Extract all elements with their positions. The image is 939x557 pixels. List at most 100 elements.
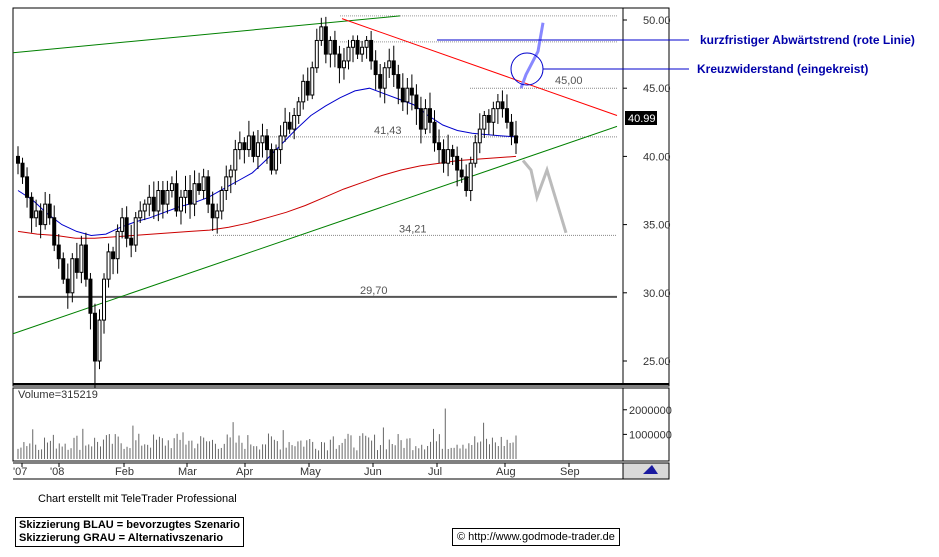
candle-body [242,142,247,151]
candle-body [224,176,229,192]
scenario-alternative [521,159,568,234]
candle-body [423,108,428,130]
volume-panel-frame [12,387,670,462]
candle-body [246,135,251,151]
candle-body [468,162,473,192]
candle-body [16,155,20,164]
candle-body [197,183,202,191]
candle-body [192,183,197,205]
candle-body [360,46,365,55]
legend-blue-scenario: Skizzierung BLAU = bevorzugtes Szenario [19,519,240,531]
candle-body [120,217,125,232]
candle-body [301,80,306,103]
candle-body [455,155,460,171]
candle-body [160,190,165,205]
candle-body [495,101,500,110]
candle-body [237,142,242,151]
corner-arrow-icon[interactable] [643,465,658,474]
price-tick-label: 40.00 [643,151,671,163]
cross-resistance-circle [510,52,544,86]
candle-body [215,210,220,219]
candle-body [61,258,66,280]
time-tick-label: Jun [364,466,382,478]
candle-body [305,80,310,96]
candle-body [88,278,93,314]
price-tick-label: 35.00 [643,220,671,232]
candle-body [174,183,179,212]
candle-body [183,190,188,198]
annotation-cross-resistance: Kreuzwiderstand (eingekreist) [697,62,868,76]
candle-body [65,278,70,294]
scenario-legend: Skizzierung BLAU = bevorzugtes Szenario … [15,517,244,547]
chart-credit: Chart erstellt mit TeleTrader Profession… [38,493,237,505]
candle-body [400,87,405,103]
candle-body [355,39,360,55]
candle-body [206,176,211,205]
candle-body [151,196,156,212]
annotation-downtrend: kurzfristiger Abwärtstrend (rote Linie) [700,33,915,47]
time-tick-label: Jul [428,466,442,478]
price-tick-label: 45.00 [643,83,671,95]
candle-body [210,203,215,219]
source-link[interactable]: © http://www.godmode-trader.de [452,528,620,546]
candle-body [418,108,423,130]
candle-body [260,135,265,144]
candle-body [188,190,193,205]
candle-body [450,149,455,157]
candle-body [427,108,432,123]
candle-body [52,217,57,246]
volume-axis-ticks: 2000000 1000000 [623,405,672,441]
horizontal-levels: 41,43 34,21 29,70 45,00 [18,15,617,298]
candle-body [251,135,256,157]
price-axis-ticks: 50.00 45.00 40.00 35.00 30.00 25.00 [623,15,671,368]
candle-body [124,217,129,239]
level-label: 41,43 [374,125,402,137]
volume-label: Volume=315219 [18,389,98,401]
candle-body [509,121,514,137]
time-tick-label: Aug [496,466,516,478]
time-tick-label: Apr [236,466,253,478]
candle-body [441,149,446,164]
candle-body [346,46,351,62]
candle-body [74,258,79,273]
scenario-preferred [519,22,545,89]
price-tick-label: 25.00 [643,356,671,368]
candle-body [97,319,102,362]
candle-body [133,217,138,246]
candle-body [369,39,374,62]
candle-body [387,60,392,69]
candle-body [38,210,43,226]
legend-gray-scenario: Skizzierung GRAU = Alternativszenario [19,532,224,544]
candle-body [255,142,260,157]
time-axis-ticks: '07 '08 Feb Mar Apr May Jun Jul Aug Sep [13,463,580,478]
candle-body [405,87,410,103]
candle-body [265,135,269,151]
candle-body [138,210,143,219]
candle-body [228,169,233,178]
candle-body [83,244,88,280]
time-tick-label: Feb [115,466,134,478]
candle-body [491,108,496,123]
candle-body [319,26,324,41]
candle-body [373,60,378,76]
candle-body [396,74,401,89]
candle-body [106,251,111,280]
candle-body [219,190,224,212]
time-tick-label: '07 [13,466,27,478]
price-tick-label: 50.00 [643,15,671,27]
trendline-short-term-downtrend [341,18,618,116]
candle-body [169,183,174,191]
candle-body [432,121,437,144]
candle-body [287,121,292,130]
volume-tick-label: 2000000 [629,405,672,417]
candle-body [142,203,147,212]
candle-body [92,312,97,362]
time-tick-label: May [300,466,321,478]
volume-tick-label: 1000000 [629,429,672,441]
candle-body [328,39,333,55]
candle-body [56,244,61,260]
candle-body [378,74,383,89]
candle-body [296,101,301,116]
last-price-box [625,111,657,125]
